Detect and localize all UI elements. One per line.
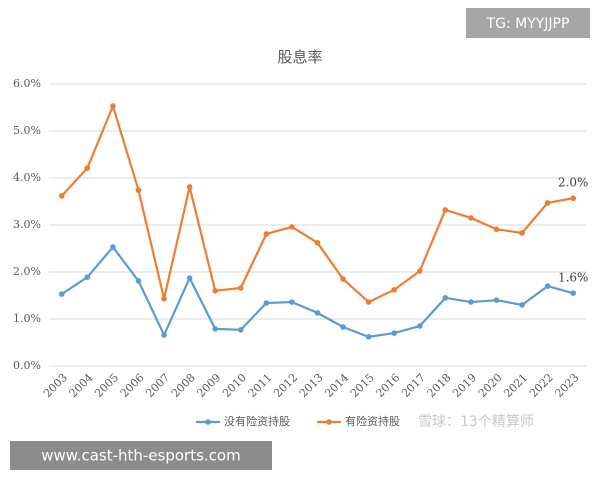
- x-tick-label: 2005: [92, 371, 121, 400]
- point: [314, 240, 321, 246]
- x-tick-label: 2004: [67, 371, 96, 400]
- point: [468, 299, 474, 305]
- point: [84, 165, 91, 171]
- x-tick-label: 2014: [322, 371, 351, 400]
- annotation: 1.6%: [558, 271, 589, 285]
- x-tick-label: 2022: [527, 371, 556, 400]
- chart-title: 股息率: [277, 48, 322, 66]
- legend-marker: [205, 419, 211, 425]
- point: [314, 310, 321, 316]
- point: [135, 187, 142, 194]
- point: [263, 300, 270, 306]
- point: [416, 323, 423, 329]
- tag-text: TG: MYYJJPP: [486, 16, 570, 32]
- x-tick-label: 2003: [41, 371, 70, 400]
- point: [212, 288, 219, 294]
- y-tick-label: 5.0%: [13, 124, 41, 137]
- x-tick-label: 2008: [169, 371, 198, 400]
- point: [570, 290, 577, 296]
- x-tick-label: 2006: [118, 371, 147, 400]
- x-tick-label: 2021: [501, 371, 530, 400]
- y-tick-label: 1.0%: [13, 312, 41, 325]
- point: [468, 215, 474, 221]
- point: [84, 274, 91, 280]
- point: [58, 291, 65, 297]
- x-tick-label: 2010: [220, 371, 249, 400]
- point: [289, 224, 295, 230]
- x-tick-label: 2016: [373, 371, 402, 400]
- y-tick-label: 3.0%: [13, 218, 41, 231]
- point: [493, 226, 500, 233]
- x-tick-label: 2018: [425, 371, 454, 400]
- point: [110, 244, 116, 250]
- x-tick-label: 2019: [450, 371, 479, 400]
- y-tick-label: 2.0%: [13, 265, 41, 278]
- x-tick-label: 2023: [552, 371, 581, 400]
- point: [442, 207, 449, 213]
- point: [391, 330, 398, 336]
- site-box: [10, 441, 272, 470]
- x-tick-label: 2020: [476, 371, 505, 400]
- point: [365, 299, 372, 305]
- legend-label: 有险资持股: [345, 414, 400, 428]
- annotation: 2.0%: [558, 176, 589, 190]
- point: [186, 184, 193, 190]
- series-line: [60, 102, 574, 304]
- x-tick-label: 2017: [399, 371, 428, 400]
- point: [519, 230, 525, 236]
- point: [135, 278, 142, 284]
- point: [519, 302, 525, 308]
- y-tick-label: 6.0%: [13, 77, 41, 90]
- series-line: [61, 245, 574, 338]
- x-tick-label: 2013: [297, 371, 326, 400]
- point: [110, 103, 116, 109]
- legend-marker: [326, 419, 332, 425]
- point: [416, 268, 423, 274]
- point: [161, 332, 167, 338]
- tag-box: [466, 8, 590, 38]
- point: [493, 297, 500, 304]
- x-tick-label: 2009: [194, 371, 223, 400]
- y-tick-label: 4.0%: [13, 171, 41, 184]
- point: [391, 287, 398, 293]
- x-tick-label: 2011: [246, 371, 275, 400]
- point: [570, 195, 577, 202]
- legend-label: 没有险资持股: [224, 414, 290, 428]
- point: [237, 285, 244, 291]
- watermark: 雪球：13个精算师: [418, 414, 534, 430]
- point: [340, 276, 346, 282]
- point: [58, 193, 65, 199]
- point: [212, 326, 219, 332]
- x-tick-label: 2007: [143, 371, 172, 400]
- x-tick-label: 2012: [271, 371, 300, 400]
- point: [289, 299, 295, 305]
- point: [263, 231, 270, 237]
- point: [544, 200, 551, 206]
- y-tick-label: 0.0%: [13, 359, 41, 372]
- point: [365, 334, 372, 340]
- point: [186, 275, 193, 281]
- x-tick-label: 2015: [348, 371, 377, 400]
- point: [544, 283, 551, 289]
- point: [237, 327, 244, 333]
- point: [161, 295, 167, 302]
- point: [340, 324, 346, 330]
- point: [442, 295, 449, 301]
- site-text: www.cast-hth-esports.com: [41, 447, 240, 465]
